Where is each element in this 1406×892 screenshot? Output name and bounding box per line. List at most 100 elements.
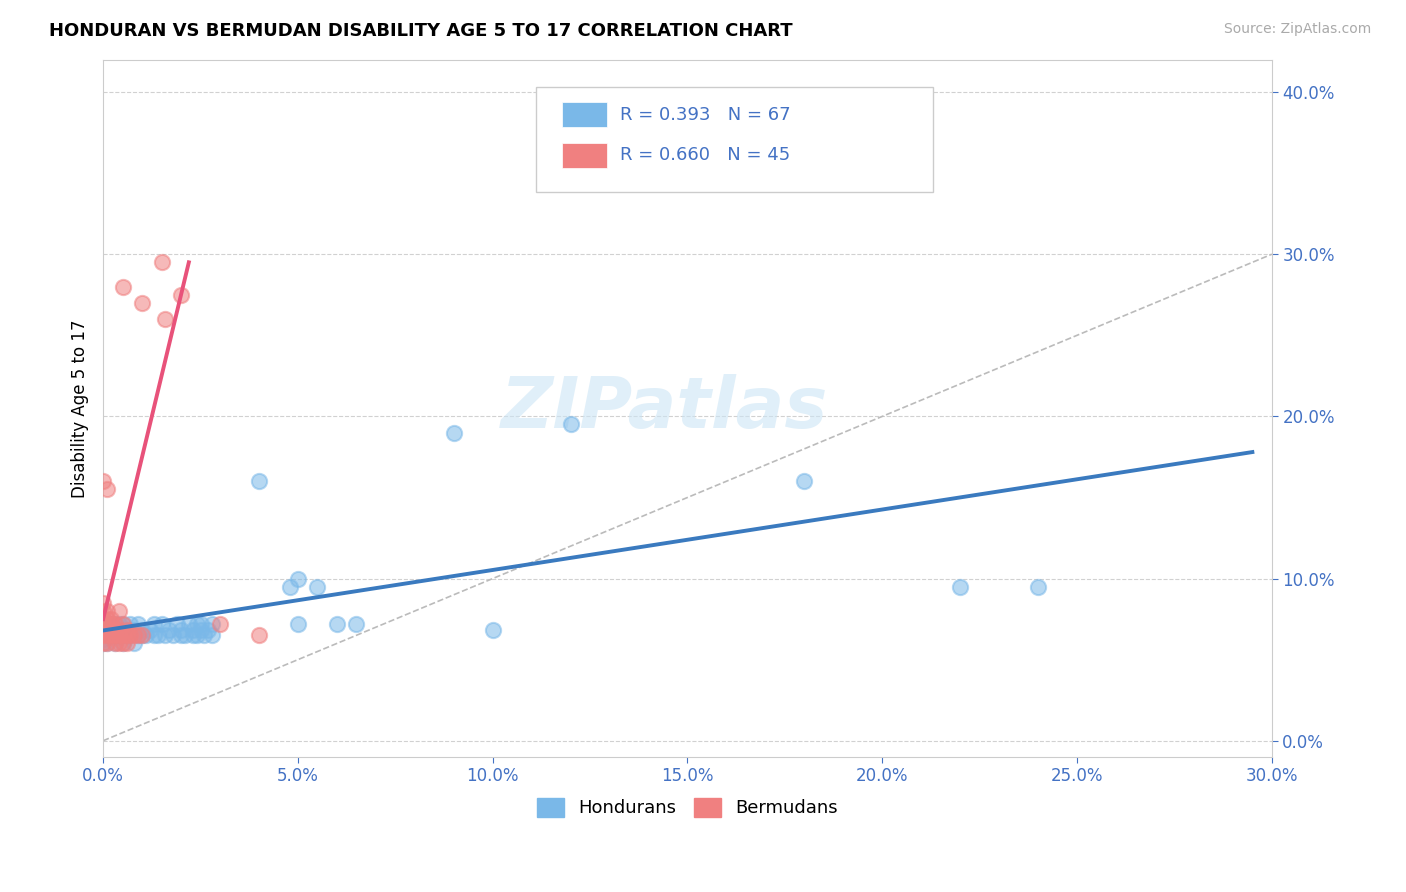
FancyBboxPatch shape <box>562 103 607 128</box>
Point <box>96 636 118 650</box>
Point <box>100 624 122 638</box>
Point <box>170 628 193 642</box>
Point <box>107 617 129 632</box>
Point <box>107 636 129 650</box>
Point <box>193 628 215 642</box>
Point <box>100 628 122 642</box>
Point <box>100 617 122 632</box>
Point <box>287 572 309 586</box>
Point <box>104 624 127 638</box>
Point <box>111 636 134 650</box>
Point <box>96 624 118 638</box>
Point <box>96 628 118 642</box>
Point <box>139 624 162 638</box>
Point <box>186 628 208 642</box>
Point <box>127 617 149 632</box>
Point <box>91 604 114 618</box>
Point <box>111 636 134 650</box>
Point <box>115 636 138 650</box>
Point <box>96 612 118 626</box>
Point <box>131 296 153 310</box>
Point <box>170 624 193 638</box>
Point <box>120 628 142 642</box>
Point <box>107 604 129 618</box>
Point <box>111 628 134 642</box>
Point <box>247 628 270 642</box>
Point <box>142 628 165 642</box>
Point <box>208 617 231 632</box>
Point <box>326 617 349 632</box>
Point <box>181 624 204 638</box>
Point <box>278 580 301 594</box>
Point <box>115 624 138 638</box>
Point <box>100 624 122 638</box>
Point <box>135 628 157 642</box>
Point <box>100 617 122 632</box>
Point <box>197 624 219 638</box>
Point <box>91 596 114 610</box>
Point <box>131 628 153 642</box>
Point <box>91 624 114 638</box>
Point <box>307 580 329 594</box>
Point <box>170 287 193 301</box>
Point <box>111 628 134 642</box>
Point <box>104 617 127 632</box>
Point <box>107 624 129 638</box>
Point <box>91 624 114 638</box>
Point <box>111 617 134 632</box>
Point <box>174 628 197 642</box>
Point <box>96 604 118 618</box>
Point <box>96 636 118 650</box>
Text: R = 0.393   N = 67: R = 0.393 N = 67 <box>620 105 790 124</box>
Point <box>91 636 114 650</box>
Text: HONDURAN VS BERMUDAN DISABILITY AGE 5 TO 17 CORRELATION CHART: HONDURAN VS BERMUDAN DISABILITY AGE 5 TO… <box>49 22 793 40</box>
Point <box>166 617 188 632</box>
Point <box>111 279 134 293</box>
Point <box>104 628 127 642</box>
Point <box>111 617 134 632</box>
Point <box>443 425 465 440</box>
Point <box>247 475 270 489</box>
Point <box>181 628 204 642</box>
Point <box>96 628 118 642</box>
Point <box>96 617 118 632</box>
Point <box>96 483 118 497</box>
Point <box>157 624 180 638</box>
Point <box>162 628 184 642</box>
Point <box>124 624 146 638</box>
Point <box>155 628 177 642</box>
Point <box>91 617 114 632</box>
Point <box>142 617 165 632</box>
Point <box>287 617 309 632</box>
Point <box>201 628 224 642</box>
FancyBboxPatch shape <box>536 87 934 192</box>
Point <box>120 628 142 642</box>
Point <box>107 628 129 642</box>
Point <box>107 628 129 642</box>
Point <box>201 617 224 632</box>
Point <box>91 628 114 642</box>
Point <box>150 255 173 269</box>
Point <box>104 628 127 642</box>
FancyBboxPatch shape <box>562 143 607 168</box>
Point <box>91 612 114 626</box>
Point <box>104 617 127 632</box>
Point <box>793 475 815 489</box>
Point <box>91 617 114 632</box>
Point <box>120 617 142 632</box>
Point <box>91 475 114 489</box>
Point <box>91 632 114 646</box>
Point <box>949 580 972 594</box>
Point <box>1026 580 1049 594</box>
Point <box>104 636 127 650</box>
Point <box>146 628 169 642</box>
Text: ZIPatlas: ZIPatlas <box>501 374 828 442</box>
Point <box>127 628 149 642</box>
Point <box>150 617 173 632</box>
Point <box>190 617 212 632</box>
Y-axis label: Disability Age 5 to 17: Disability Age 5 to 17 <box>72 319 89 498</box>
Point <box>91 636 114 650</box>
Legend: Hondurans, Bermudans: Hondurans, Bermudans <box>530 791 845 824</box>
Point <box>115 624 138 638</box>
Point <box>91 620 114 634</box>
